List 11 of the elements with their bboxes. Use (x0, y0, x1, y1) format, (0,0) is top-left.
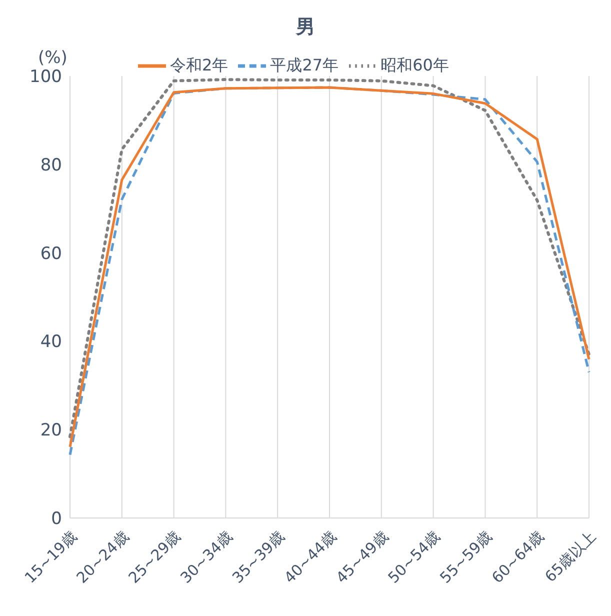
y-tick-label: 80 (40, 155, 62, 176)
y-tick-label: 60 (40, 244, 62, 264)
y-tick-label: 100 (30, 67, 62, 88)
y-axis-title: (%) (38, 48, 68, 68)
y-tick-label: 20 (40, 420, 62, 441)
legend-label: 昭和60年 (380, 55, 449, 74)
y-tick-label: 0 (51, 509, 62, 530)
legend-label: 令和2年 (170, 55, 228, 74)
y-tick-label: 40 (40, 332, 62, 352)
chart-title: 男 (294, 15, 316, 40)
legend-label: 平成27年 (270, 55, 339, 74)
